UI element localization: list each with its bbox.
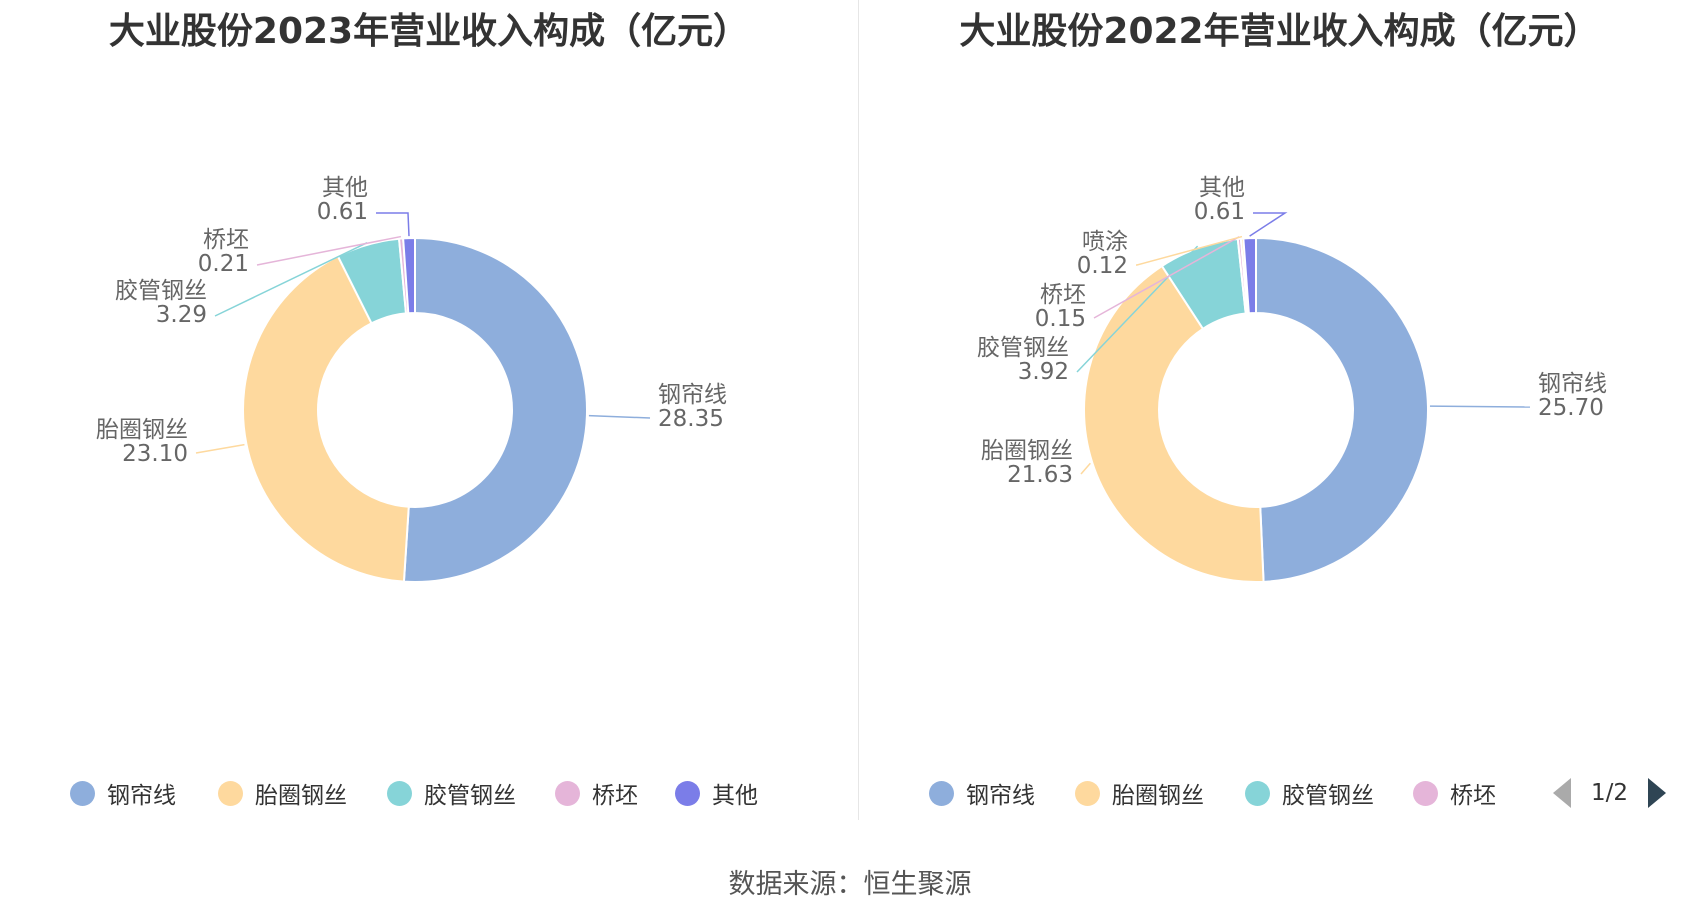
leader-line-胶管钢丝 — [214, 242, 368, 317]
legend-swatch — [929, 780, 954, 806]
legend-label: 胶管钢丝 — [1282, 783, 1374, 809]
slice-label-value: 23.10 — [122, 441, 188, 467]
leader-line-桥坯 — [256, 235, 402, 266]
legend-item-胎圈钢丝[interactable]: 胎圈钢丝 — [1075, 776, 1204, 810]
legend-label: 钢帘线 — [966, 783, 1035, 809]
slice-label-value: 21.63 — [1007, 462, 1073, 488]
slice-label-name: 胶管钢丝 — [115, 278, 207, 304]
slice-label-name: 胶管钢丝 — [977, 335, 1069, 361]
legend-prev-icon[interactable] — [1553, 778, 1571, 808]
legend-label: 桥坯 — [592, 783, 638, 809]
slice-胎圈钢丝[interactable] — [242, 254, 410, 583]
slice-label-value: 0.15 — [1035, 306, 1086, 332]
leader-line-胎圈钢丝 — [195, 443, 245, 454]
slice-label-name: 其他 — [1199, 175, 1245, 201]
chart-2023: 大业股份2023年营业收入构成（亿元） 钢帘线 28.35 胎圈钢丝 23.10 胶管钢… — [0, 0, 858, 820]
slice-钢帘线[interactable] — [402, 236, 588, 583]
legend-item-桥坯[interactable]: 桥坯 — [1413, 776, 1496, 810]
legend-next-icon[interactable] — [1648, 778, 1667, 808]
legend-swatch — [1413, 780, 1438, 806]
legend-item-钢帘线[interactable]: 钢帘线 — [70, 776, 176, 810]
slice-label-name: 其他 — [322, 175, 368, 201]
legend-label: 胎圈钢丝 — [1112, 783, 1204, 809]
slice-label-value: 25.70 — [1538, 395, 1604, 421]
leader-line-其他 — [376, 212, 410, 237]
legend-label: 胎圈钢丝 — [255, 783, 347, 809]
legend-label: 桥坯 — [1450, 783, 1496, 809]
slice-label-name: 钢帘线 — [658, 382, 727, 408]
chart-title-2022: 大业股份2022年营业收入构成（亿元） — [959, 11, 1600, 52]
leader-line-其他 — [1249, 212, 1288, 237]
slice-label-name: 桥坯 — [203, 227, 249, 253]
legend-page-indicator: 1/2 — [1591, 780, 1629, 806]
leader-line-胎圈钢丝 — [1080, 462, 1091, 475]
legend-swatch — [70, 780, 95, 806]
slice-label-value: 3.92 — [1018, 359, 1069, 385]
leader-line-桥坯 — [1093, 236, 1240, 319]
leader-line-胶管钢丝 — [1076, 245, 1199, 373]
legend-label: 其他 — [712, 783, 758, 809]
legend-label: 胶管钢丝 — [424, 783, 516, 809]
slice-其他[interactable] — [402, 236, 416, 315]
slice-label-value: 0.21 — [198, 251, 249, 277]
legend-item-胶管钢丝[interactable]: 胶管钢丝 — [387, 776, 516, 810]
legend-swatch — [1075, 780, 1100, 806]
legend-item-桥坯[interactable]: 桥坯 — [555, 776, 638, 810]
legend-swatch — [387, 780, 412, 806]
leader-line-喷涂 — [1136, 235, 1243, 266]
panel-divider — [858, 0, 859, 820]
legend-swatch — [675, 780, 700, 806]
slice-label-name: 胎圈钢丝 — [981, 438, 1073, 464]
slice-钢帘线[interactable] — [1255, 236, 1430, 583]
slice-label-name: 桥坯 — [1040, 282, 1086, 308]
data-source: 数据来源：恒生聚源 — [728, 869, 972, 900]
leader-line-钢帘线 — [588, 414, 651, 419]
legend-item-钢帘线[interactable]: 钢帘线 — [929, 776, 1035, 810]
legend-swatch — [555, 780, 580, 806]
legend-pager: 1/2 — [1553, 776, 1667, 810]
slice-label-value: 3.29 — [156, 302, 207, 328]
chart-2022: 大业股份2022年营业收入构成（亿元） 钢帘线 25.70 胎圈钢丝 21.63 胶管钢… — [859, 0, 1700, 820]
slice-label-value: 0.61 — [317, 199, 368, 225]
chart-title-2023: 大业股份2023年营业收入构成（亿元） — [108, 11, 750, 52]
slice-label-value: 28.35 — [658, 406, 724, 432]
slice-label-name: 喷涂 — [1082, 229, 1128, 255]
legend-label: 钢帘线 — [107, 783, 176, 809]
slice-label-name: 胎圈钢丝 — [96, 417, 188, 443]
legend-item-胎圈钢丝[interactable]: 胎圈钢丝 — [218, 776, 347, 810]
slice-label-value: 0.12 — [1077, 253, 1128, 279]
slice-label-name: 钢帘线 — [1538, 371, 1607, 397]
slice-其他[interactable] — [1242, 236, 1257, 315]
legend-swatch — [218, 780, 243, 806]
slice-胎圈钢丝[interactable] — [1082, 264, 1265, 583]
leader-line-钢帘线 — [1429, 405, 1531, 408]
legend-swatch — [1245, 780, 1270, 806]
slice-label-value: 0.61 — [1194, 199, 1245, 225]
legend-item-胶管钢丝[interactable]: 胶管钢丝 — [1245, 776, 1374, 810]
legend-item-其他[interactable]: 其他 — [675, 776, 758, 810]
